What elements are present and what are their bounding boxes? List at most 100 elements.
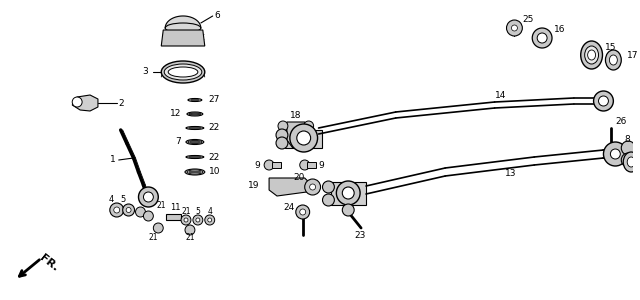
Circle shape xyxy=(304,121,314,131)
Text: 23: 23 xyxy=(354,230,365,239)
Circle shape xyxy=(72,97,82,107)
Circle shape xyxy=(208,218,212,222)
Ellipse shape xyxy=(165,23,201,33)
Circle shape xyxy=(621,153,635,167)
Polygon shape xyxy=(307,162,316,168)
Circle shape xyxy=(126,208,131,212)
Ellipse shape xyxy=(164,64,202,80)
Ellipse shape xyxy=(605,50,621,70)
Circle shape xyxy=(621,141,635,155)
Circle shape xyxy=(184,218,188,222)
Circle shape xyxy=(598,96,609,106)
Polygon shape xyxy=(72,95,98,111)
Circle shape xyxy=(323,181,334,193)
Circle shape xyxy=(136,207,145,217)
Text: 11: 11 xyxy=(170,203,180,212)
Circle shape xyxy=(297,131,310,145)
Circle shape xyxy=(611,149,620,159)
Polygon shape xyxy=(285,130,321,148)
Text: 25: 25 xyxy=(522,16,534,25)
Ellipse shape xyxy=(609,55,618,65)
Circle shape xyxy=(114,207,120,213)
Ellipse shape xyxy=(186,155,204,158)
Text: 3: 3 xyxy=(143,68,148,76)
Text: 4: 4 xyxy=(108,196,113,205)
Polygon shape xyxy=(166,214,181,220)
Text: 22: 22 xyxy=(209,152,220,161)
Text: 9: 9 xyxy=(319,160,324,169)
Text: 14: 14 xyxy=(495,91,506,100)
Circle shape xyxy=(296,205,310,219)
Text: 20: 20 xyxy=(293,173,305,182)
Circle shape xyxy=(143,192,154,202)
Circle shape xyxy=(310,184,316,190)
Polygon shape xyxy=(272,162,281,168)
Text: 9: 9 xyxy=(255,160,260,169)
Circle shape xyxy=(604,142,627,166)
Ellipse shape xyxy=(623,152,639,172)
Text: 5: 5 xyxy=(120,196,125,205)
Circle shape xyxy=(154,223,163,233)
Text: 22: 22 xyxy=(209,124,220,133)
Polygon shape xyxy=(287,122,305,148)
Text: 26: 26 xyxy=(615,118,627,127)
Ellipse shape xyxy=(627,157,635,167)
Text: 4: 4 xyxy=(207,208,212,217)
Circle shape xyxy=(342,187,354,199)
Text: 8: 8 xyxy=(625,136,630,145)
Ellipse shape xyxy=(187,170,203,174)
Circle shape xyxy=(300,160,310,170)
Circle shape xyxy=(342,204,354,216)
Ellipse shape xyxy=(191,100,199,101)
Text: 5: 5 xyxy=(195,208,200,217)
Ellipse shape xyxy=(585,46,598,64)
Text: 16: 16 xyxy=(554,26,566,34)
Circle shape xyxy=(193,215,203,225)
Circle shape xyxy=(181,215,191,225)
Circle shape xyxy=(278,121,288,131)
Circle shape xyxy=(290,124,317,152)
Circle shape xyxy=(264,160,274,170)
Ellipse shape xyxy=(191,113,199,115)
Circle shape xyxy=(123,204,134,216)
Circle shape xyxy=(196,218,200,222)
Text: 15: 15 xyxy=(605,43,617,52)
Circle shape xyxy=(511,25,517,31)
Circle shape xyxy=(185,225,195,235)
Polygon shape xyxy=(269,178,312,196)
Circle shape xyxy=(276,129,288,141)
Text: 21: 21 xyxy=(156,200,166,209)
Text: 21: 21 xyxy=(181,208,191,217)
Text: 19: 19 xyxy=(248,181,259,190)
Circle shape xyxy=(506,20,522,36)
Ellipse shape xyxy=(186,140,204,145)
Ellipse shape xyxy=(189,113,201,115)
Text: 24: 24 xyxy=(284,202,295,211)
Polygon shape xyxy=(165,16,201,28)
Ellipse shape xyxy=(185,169,205,175)
Text: FR.: FR. xyxy=(38,253,60,273)
Text: 21: 21 xyxy=(148,233,158,242)
Circle shape xyxy=(205,215,214,225)
Ellipse shape xyxy=(588,50,596,60)
Circle shape xyxy=(276,137,288,149)
Circle shape xyxy=(305,179,321,195)
Ellipse shape xyxy=(161,61,205,83)
Polygon shape xyxy=(161,30,205,46)
Text: 13: 13 xyxy=(504,169,516,178)
Ellipse shape xyxy=(188,140,202,143)
Ellipse shape xyxy=(188,98,202,101)
Circle shape xyxy=(138,187,158,207)
Polygon shape xyxy=(332,182,366,205)
Circle shape xyxy=(323,194,334,206)
Text: 21: 21 xyxy=(185,233,195,242)
Text: 6: 6 xyxy=(214,11,220,20)
Circle shape xyxy=(337,181,360,205)
Ellipse shape xyxy=(187,112,203,116)
Circle shape xyxy=(537,33,547,43)
Text: 10: 10 xyxy=(209,167,220,176)
Ellipse shape xyxy=(186,127,204,130)
Text: 7: 7 xyxy=(175,137,181,146)
Ellipse shape xyxy=(168,67,198,77)
Ellipse shape xyxy=(580,41,602,69)
